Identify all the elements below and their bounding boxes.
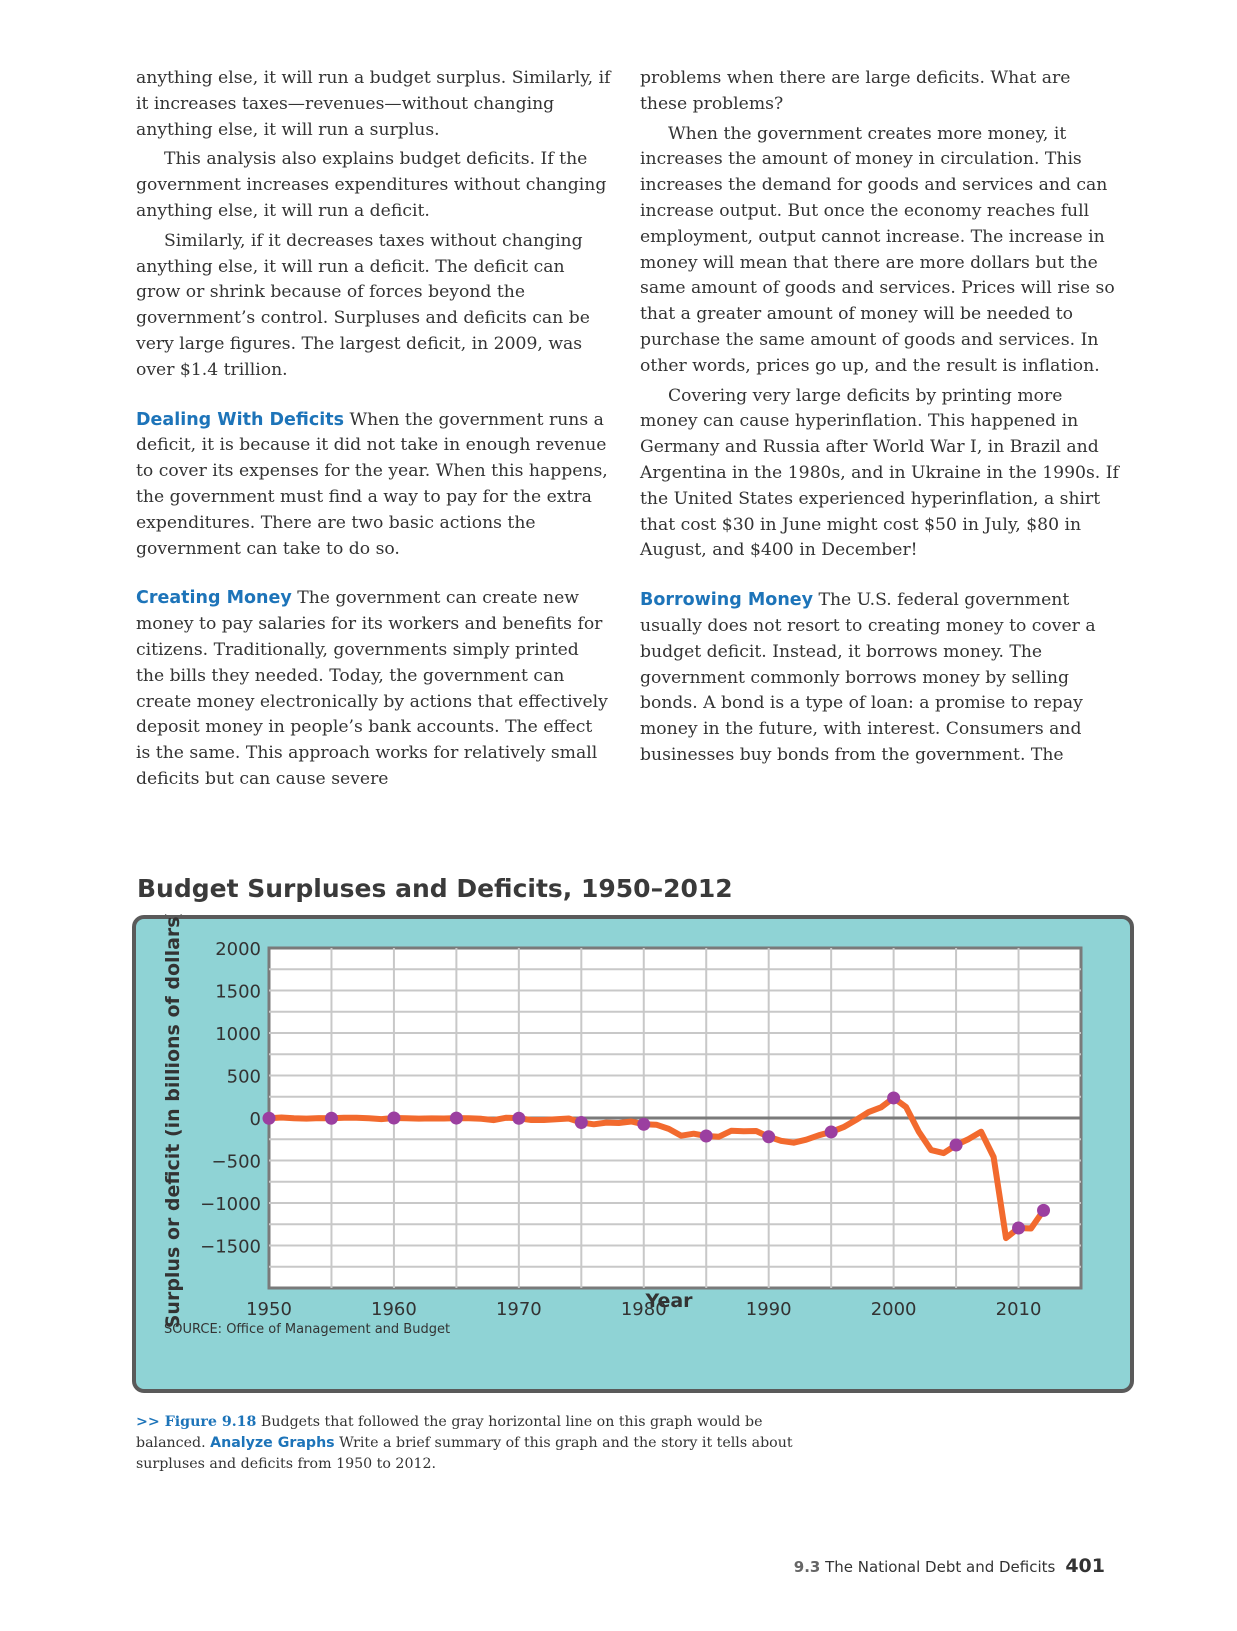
chart-source: SOURCE: Office of Management and Budget — [164, 1322, 450, 1337]
dealing-with-deficits-heading: Dealing With Deficits — [136, 409, 345, 430]
data-point-marker — [262, 1111, 276, 1125]
x-axis-label: Year — [644, 1290, 693, 1312]
y-tick-labels: 2000 1500 1000 500 0 −500 −1000 −1500 — [200, 939, 261, 1258]
right-paragraph-3: Covering very large deficits by printing… — [640, 385, 1119, 561]
data-point-marker — [1037, 1203, 1051, 1217]
dealing-with-deficits-text: When the government runs a deficit, it i… — [136, 409, 608, 559]
figure-label: >> Figure 9.18 — [136, 1414, 257, 1430]
y-tick-label: −1000 — [200, 1194, 261, 1215]
y-tick-label: −1500 — [200, 1237, 261, 1258]
caption-text-1: Budgets that followed the gray horizonta… — [136, 1414, 763, 1451]
data-markers — [262, 1091, 1051, 1235]
right-paragraph-2: When the government creates more money, … — [640, 123, 1115, 376]
x-tick-label: 1950 — [246, 1299, 292, 1320]
x-tick-label: 1960 — [371, 1299, 417, 1320]
creating-money-heading: Creating Money — [136, 588, 292, 609]
chart-title: Budget Surpluses and Deficits, 1950–2012 — [137, 874, 733, 903]
x-tick-label: 1990 — [746, 1299, 792, 1320]
data-point-marker — [824, 1125, 838, 1139]
y-tick-label: 500 — [227, 1067, 261, 1088]
data-point-marker — [574, 1116, 588, 1130]
y-tick-label: 1500 — [215, 982, 261, 1003]
data-point-marker — [324, 1111, 338, 1125]
left-text-column: anything else, it will run a budget surp… — [136, 66, 612, 797]
data-point-marker — [1012, 1221, 1026, 1235]
borrowing-money-heading: Borrowing Money — [640, 590, 814, 611]
x-tick-labels: 1950 1960 1970 1980 1990 2000 2010 — [246, 1299, 1041, 1320]
left-paragraph-2: This analysis also explains budget defic… — [136, 149, 607, 221]
left-paragraph-1: anything else, it will run a budget surp… — [136, 68, 611, 140]
footer-section-number: 9.3 — [793, 1558, 821, 1576]
data-point-marker — [449, 1111, 463, 1125]
figure-caption: >> Figure 9.18 Budgets that followed the… — [136, 1412, 836, 1475]
data-point-marker — [887, 1091, 901, 1105]
y-tick-label: 0 — [250, 1109, 261, 1130]
y-tick-label: −500 — [212, 1152, 261, 1173]
x-tick-label: 1980 — [621, 1299, 667, 1320]
y-axis-label: Surplus or deficit (in billions of dolla… — [162, 914, 184, 1328]
data-point-marker — [699, 1129, 713, 1143]
right-paragraph-1: problems when there are large deficits. … — [640, 68, 1071, 114]
data-point-marker — [949, 1138, 963, 1152]
data-point-marker — [762, 1130, 776, 1144]
right-text-column: problems when there are large deficits. … — [640, 66, 1120, 773]
y-tick-label: 1000 — [215, 1024, 261, 1045]
data-point-marker — [512, 1111, 526, 1125]
creating-money-paragraph: Creating Money The government can create… — [136, 586, 612, 792]
borrowing-money-text: The U.S. federal government usually does… — [640, 590, 1096, 765]
x-tick-label: 1970 — [496, 1299, 542, 1320]
y-tick-label: 2000 — [215, 939, 261, 960]
page-number: 401 — [1065, 1555, 1105, 1577]
analyze-graphs-label: Analyze Graphs — [210, 1435, 335, 1451]
page-footer: 9.3 The National Debt and Deficits 401 — [790, 1555, 1105, 1577]
creating-money-text: The government can create new money to p… — [136, 588, 608, 789]
caption-text-2: Write a brief summary of this graph and … — [136, 1435, 793, 1472]
data-point-marker — [637, 1117, 651, 1131]
dealing-with-deficits-paragraph: Dealing With Deficits When the governmen… — [136, 408, 612, 563]
x-tick-label: 2010 — [996, 1299, 1042, 1320]
footer-section-title: The National Debt and Deficits — [820, 1558, 1056, 1576]
borrowing-money-paragraph: Borrowing Money The U.S. federal governm… — [640, 588, 1120, 769]
x-tick-label: 2000 — [871, 1299, 917, 1320]
data-point-marker — [387, 1111, 401, 1125]
left-paragraph-3: Similarly, if it decreases taxes without… — [136, 230, 590, 380]
